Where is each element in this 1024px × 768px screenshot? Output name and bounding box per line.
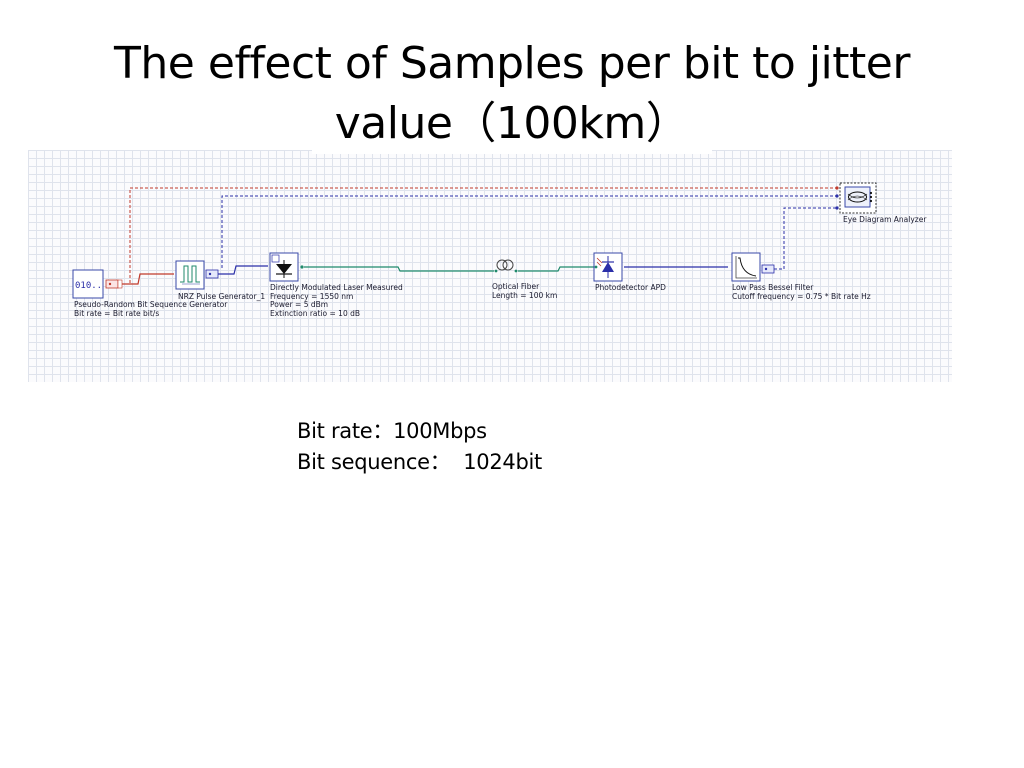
nrz-pulse-generator-icon[interactable] [175,260,219,290]
nrz-label: NRZ Pulse Generator_1 [178,292,266,301]
photodetector-icon[interactable] [593,252,623,282]
filter-to-eye-dashed-link [774,207,836,270]
bit-sequence-label: Bit sequence： [297,450,451,474]
prbs-generator-icon[interactable]: 010.. [72,269,123,299]
bit-sequence-value: 1024bit [463,450,542,474]
eye-analyzer-label: Eye Diagram Analyzer [843,215,927,224]
fiber-to-apd-link [518,266,594,272]
system-layout-diagram: 010.. [72,182,877,299]
eye-diagram-analyzer-icon[interactable] [835,182,877,214]
nrz-to-laser-link [218,265,268,275]
prbs-to-nrz-link [120,273,174,285]
filter-label: Low Pass Bessel Filter Cutoff frequency … [732,283,871,301]
laser-to-fiber-link [304,266,494,272]
system-layout-canvas: 010.. [28,150,952,382]
prbs-to-eye-dashed-link [129,187,836,283]
simulation-parameters: Bit rate：100Mbps Bit sequence： 1024bit [297,416,542,478]
prbs-icon-text: 010.. [75,281,102,291]
apd-label: Photodetector APD [595,283,666,292]
bit-rate-value: 100Mbps [393,419,487,443]
bit-rate-label: Bit rate： [297,419,394,443]
bit-rate-row: Bit rate：100Mbps [297,416,542,447]
nrz-to-eye-dashed-link [221,195,836,268]
slide-title-line-1: The effect of Samples per bit to jitter [114,38,910,89]
slide-title-line-2: value（100km） [312,94,712,154]
directly-modulated-laser-icon[interactable] [269,252,304,282]
slide-title: The effect of Samples per bit to jitter … [40,34,984,154]
low-pass-filter-icon[interactable] [731,252,775,282]
fiber-label: Optical Fiber Length = 100 km [492,282,558,300]
laser-label: Directly Modulated Laser Measured Freque… [270,283,403,318]
optical-fiber-icon[interactable] [494,259,518,273]
prbs-label: Pseudo-Random Bit Sequence Generator Bit… [74,300,228,318]
bit-sequence-row: Bit sequence： 1024bit [297,447,542,478]
